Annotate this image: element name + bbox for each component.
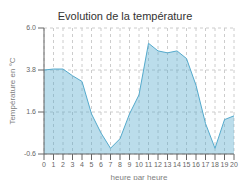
svg-text:19: 19 — [221, 161, 229, 168]
svg-text:9: 9 — [128, 161, 132, 168]
svg-text:5: 5 — [90, 161, 94, 168]
svg-text:16: 16 — [192, 161, 200, 168]
svg-text:18: 18 — [211, 161, 219, 168]
svg-text:13: 13 — [164, 161, 172, 168]
svg-text:3.8: 3.8 — [26, 66, 36, 73]
svg-text:3: 3 — [71, 161, 75, 168]
svg-text:-0.6: -0.6 — [24, 150, 36, 157]
svg-text:2: 2 — [61, 161, 65, 168]
svg-text:10: 10 — [135, 161, 143, 168]
html-text:Evolution de la température: Evolution de la température — [57, 10, 193, 22]
svg-text:12: 12 — [154, 161, 162, 168]
svg-text:0: 0 — [42, 161, 46, 168]
svg-text:14: 14 — [173, 161, 181, 168]
svg-text:6: 6 — [99, 161, 103, 168]
svg-text:4: 4 — [80, 161, 84, 168]
svg-text:17: 17 — [202, 161, 210, 168]
svg-text:20: 20 — [230, 161, 238, 168]
svg-text:11: 11 — [145, 161, 152, 168]
svg-text:heure par heure: heure par heure — [111, 173, 168, 180]
svg-text:6.0: 6.0 — [26, 24, 36, 31]
svg-text:15: 15 — [183, 161, 191, 168]
svg-text:1.6: 1.6 — [26, 108, 36, 115]
svg-text:1: 1 — [52, 161, 56, 168]
svg-text:8: 8 — [118, 161, 122, 168]
svg-text:Température en °C: Température en °C — [8, 57, 17, 124]
svg-text:7: 7 — [109, 161, 113, 168]
